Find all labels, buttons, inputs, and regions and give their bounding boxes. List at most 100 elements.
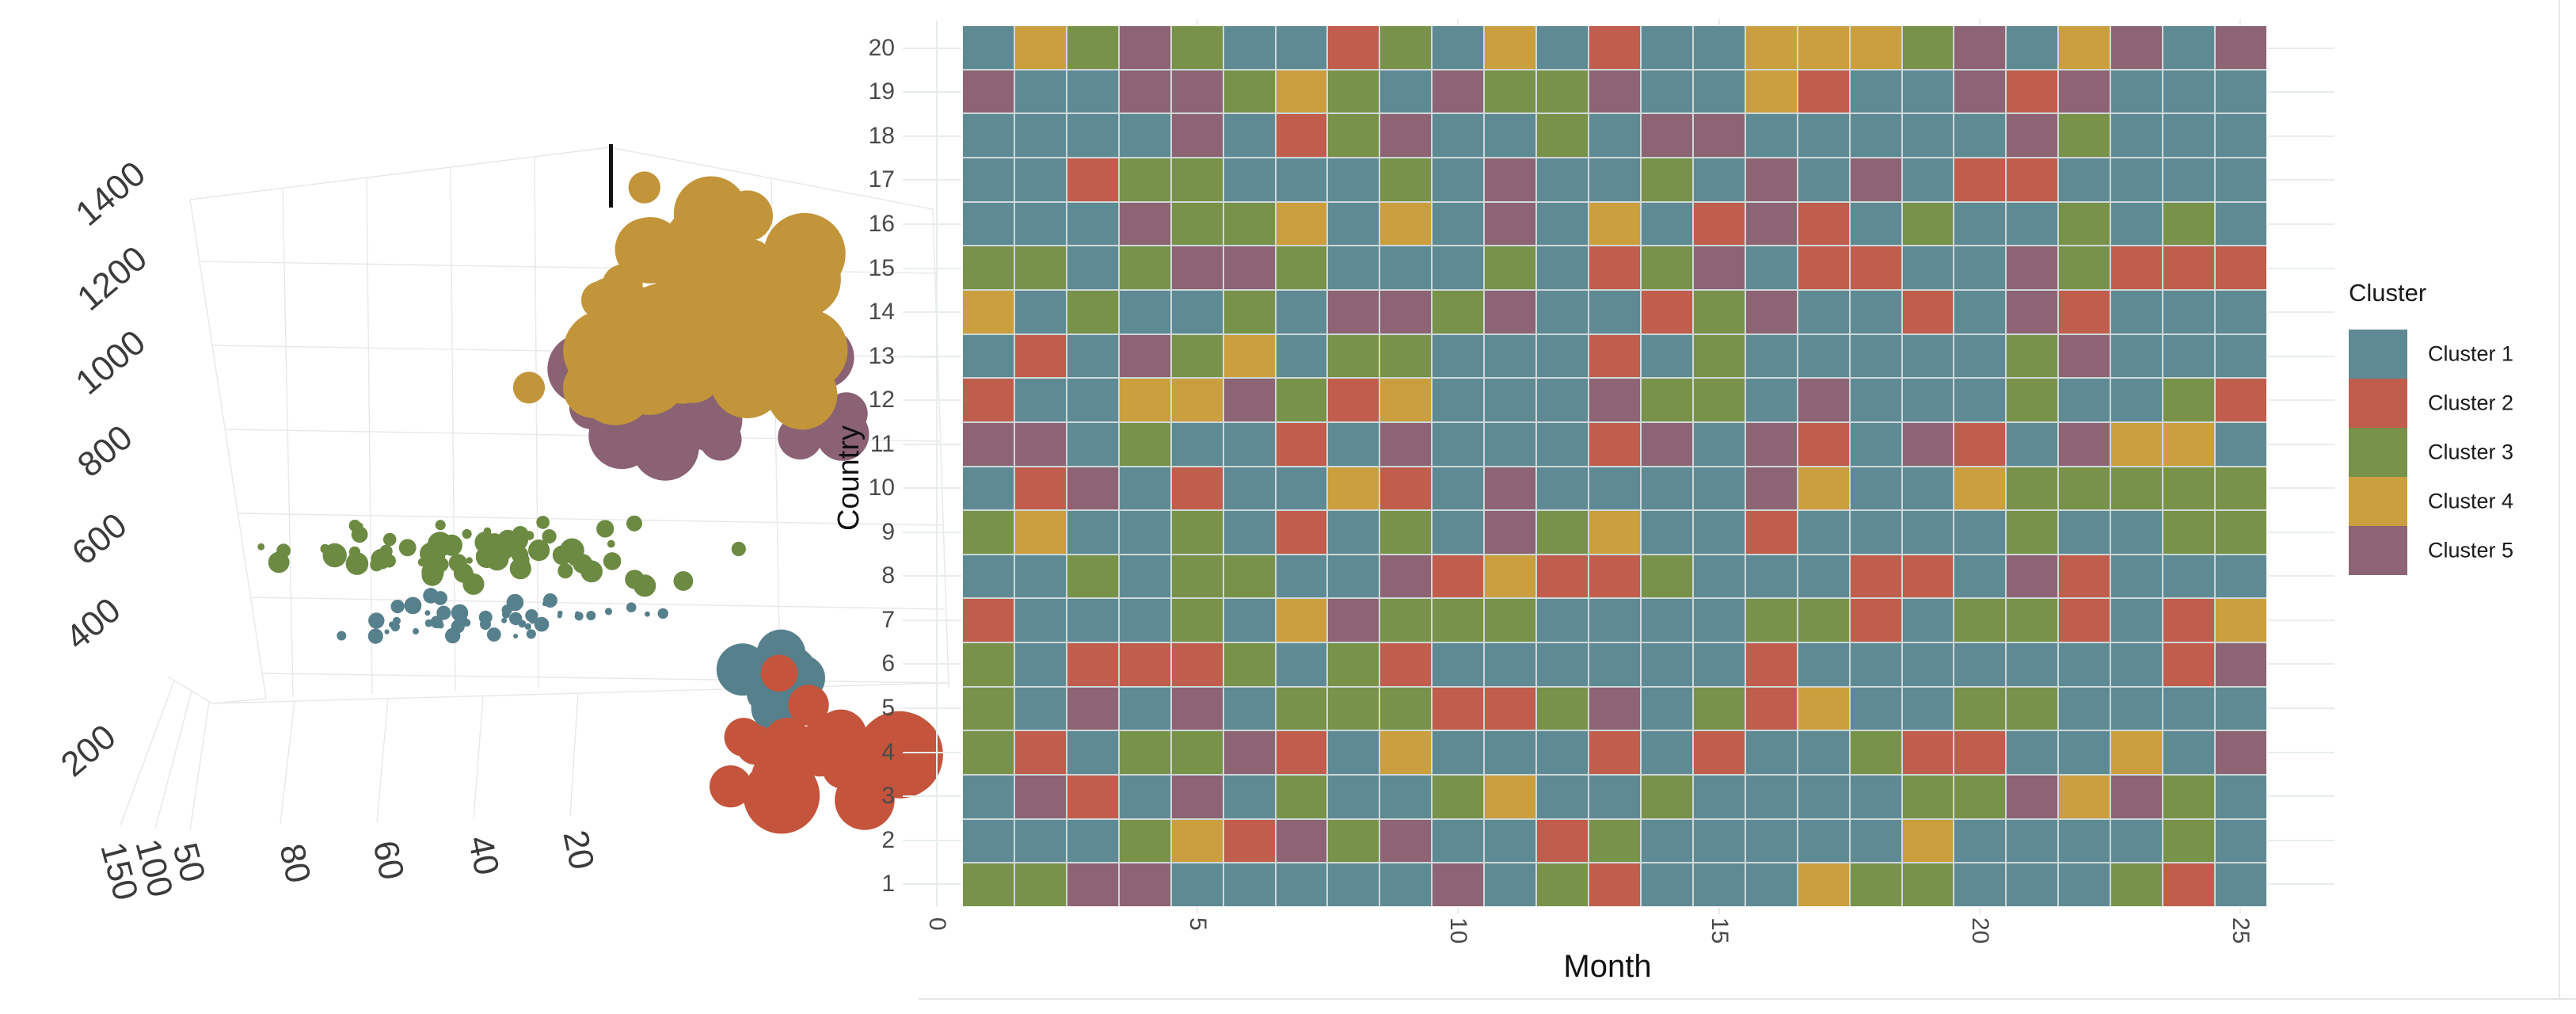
heatmap-cell xyxy=(2059,70,2110,113)
bubble-point-cluster3 xyxy=(514,552,530,568)
heatmap-cell xyxy=(1902,555,1954,598)
bubble-point-cluster1 xyxy=(404,597,422,615)
heatmap-cell xyxy=(2059,511,2110,554)
heatmap-cell xyxy=(1954,70,2006,113)
heatmap-cell xyxy=(1798,246,1849,289)
heatmap-cell xyxy=(1954,334,2006,378)
heatmap-cell xyxy=(1641,202,1692,246)
heatmap-cell xyxy=(1485,334,1536,378)
heatmap-y-tick-label: 9 xyxy=(881,518,895,545)
heatmap-cell xyxy=(1223,467,1275,510)
panel-gridline xyxy=(2268,223,2334,225)
bubble-point-cluster3 xyxy=(355,560,368,574)
heatmap-cell xyxy=(1119,819,1170,863)
panel-gridline xyxy=(936,21,938,907)
heatmap-cell xyxy=(1641,643,1692,686)
panel-gridline xyxy=(2268,267,2334,269)
heatmap-cell xyxy=(1537,422,1589,466)
heatmap-cell xyxy=(1328,863,1379,906)
bubble-point-cluster5 xyxy=(642,412,684,454)
heatmap-cell xyxy=(1745,687,1797,730)
heatmap-cell xyxy=(1589,114,1640,157)
heatmap-cell xyxy=(1328,422,1379,466)
heatmap-cell xyxy=(2216,467,2266,510)
heatmap-cell xyxy=(2007,819,2058,863)
heatmap-cell xyxy=(1537,643,1589,686)
heatmap-cell xyxy=(1328,114,1379,157)
legend-swatch xyxy=(2349,477,2407,526)
heatmap-cell xyxy=(2007,246,2058,289)
bubble-point-cluster1 xyxy=(524,623,531,630)
heatmap-cell xyxy=(1223,599,1275,642)
bubble-point-cluster1 xyxy=(424,610,431,616)
heatmap-cell xyxy=(1067,246,1118,289)
panel-gridline xyxy=(903,663,961,665)
bubble-point-cluster4 xyxy=(512,372,546,404)
heatmap-cell xyxy=(1328,776,1379,818)
heatmap-cell xyxy=(2216,599,2266,642)
heatmap-cell xyxy=(1745,731,1797,775)
heatmap-cell xyxy=(2163,70,2215,113)
heatmap-cell xyxy=(1276,70,1327,113)
heatmap-cell xyxy=(1589,422,1640,466)
heatmap-cell xyxy=(2216,202,2266,246)
panel-gridline xyxy=(2268,663,2334,665)
heatmap-cell xyxy=(2216,819,2266,863)
bubble-clusters xyxy=(257,171,943,834)
bubble-point-cluster2 xyxy=(815,709,867,761)
heatmap-cell xyxy=(1641,422,1692,466)
heatmap-cell xyxy=(1171,202,1223,246)
panel-gridline xyxy=(903,267,961,269)
heatmap-cell xyxy=(1380,379,1432,421)
heatmap-cell xyxy=(1433,599,1484,642)
heatmap-cell xyxy=(1014,555,1066,598)
heatmap-cell xyxy=(1693,555,1745,598)
heatmap-cell xyxy=(1014,114,1066,157)
heatmap-cell xyxy=(1485,290,1536,334)
panel-gridline xyxy=(2268,443,2334,445)
heatmap-cell xyxy=(1276,555,1327,598)
heatmap-cell xyxy=(1433,819,1484,863)
heatmap-cell xyxy=(1745,26,1797,69)
heatmap-cell xyxy=(1119,114,1170,157)
heatmap-cell xyxy=(1328,158,1379,201)
heatmap-cell xyxy=(1223,819,1275,863)
heatmap-cell xyxy=(2007,158,2058,201)
heatmap-cell xyxy=(1276,290,1327,334)
heatmap-cell xyxy=(1850,776,1901,818)
heatmap-cell xyxy=(1328,246,1379,289)
heatmap-cell xyxy=(2059,819,2110,863)
heatmap-cell xyxy=(1433,26,1484,69)
heatmap-cell xyxy=(1902,467,1954,510)
heatmap-y-tick-label: 10 xyxy=(868,475,895,501)
heatmap-cell xyxy=(1380,687,1432,730)
bubble-point-cluster4 xyxy=(628,171,660,204)
bubble-point-cluster4 xyxy=(622,337,662,377)
heatmap-cell xyxy=(1641,555,1692,598)
heatmap-cell xyxy=(1223,511,1275,554)
heatmap-cell xyxy=(1171,290,1223,334)
heatmap-cell xyxy=(1954,731,2006,775)
heatmap-cell xyxy=(1954,511,2006,554)
heatmap-cell xyxy=(2163,379,2215,421)
bubble-point-cluster3 xyxy=(348,546,361,558)
bubble-point-cluster3 xyxy=(276,543,291,558)
panel-gridline xyxy=(903,311,961,314)
bubble-point-cluster1 xyxy=(645,611,650,617)
heatmap-cell xyxy=(1171,731,1223,775)
heatmap-cell xyxy=(1380,246,1432,289)
panel-gridline xyxy=(2268,311,2334,314)
heatmap-cell xyxy=(1328,555,1379,598)
heatmap-cell xyxy=(1954,863,2006,906)
heatmap-cell xyxy=(2163,246,2215,289)
heatmap-cell xyxy=(1014,467,1066,510)
heatmap-cell xyxy=(2111,422,2163,466)
panel-gridline xyxy=(2268,135,2334,137)
heatmap-cell xyxy=(1850,643,1901,686)
legend-swatch xyxy=(2349,526,2407,575)
bubble-point-cluster1 xyxy=(486,627,501,642)
heatmap-cell xyxy=(2007,863,2058,906)
heatmap-cell xyxy=(1067,731,1118,775)
legend-label: Cluster 5 xyxy=(2428,538,2514,562)
panel-gridline xyxy=(2268,883,2334,886)
